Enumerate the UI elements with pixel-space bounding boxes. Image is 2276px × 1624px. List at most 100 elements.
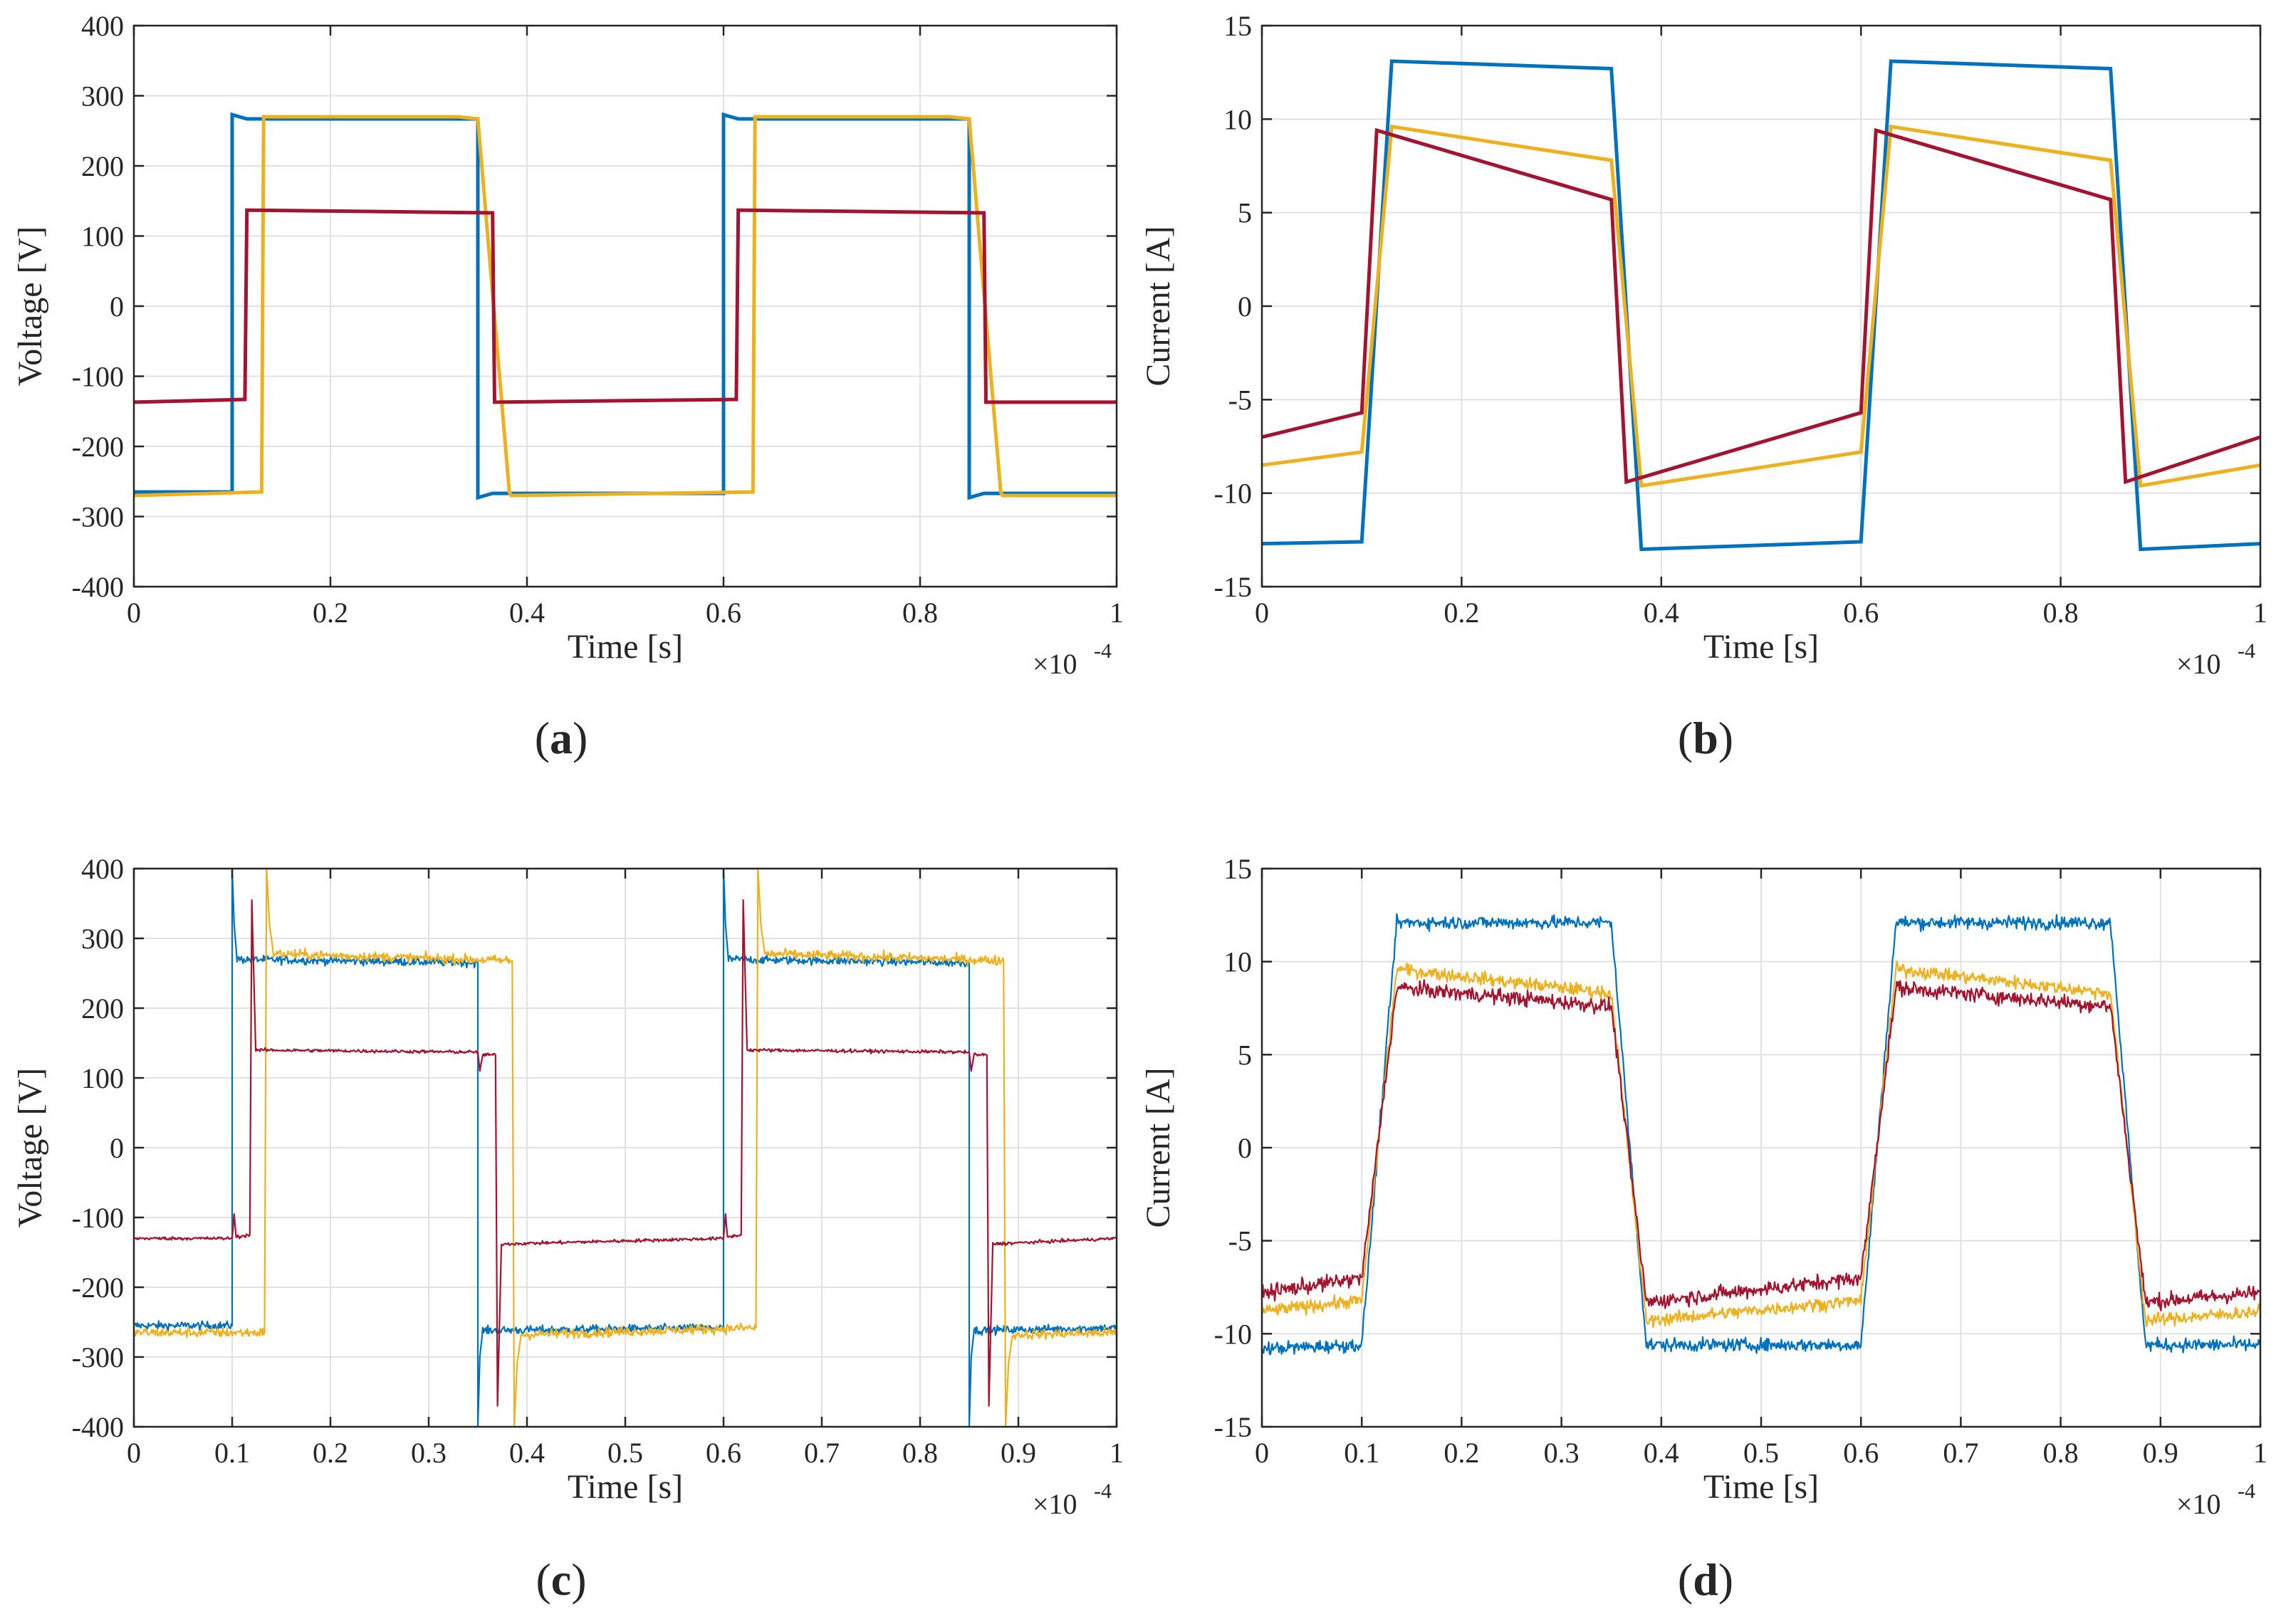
x-tick-label: 0.6	[706, 1437, 741, 1469]
y-tick-label: 5	[1238, 1039, 1252, 1071]
y-tick-label: -200	[72, 1272, 124, 1304]
series-red-line	[1262, 979, 2260, 1311]
x-axis-label: Time [s]	[1703, 628, 1819, 666]
x-exponent-power: -4	[2238, 639, 2255, 663]
x-exponent-power: -4	[1094, 1479, 1112, 1503]
y-tick-label: 5	[1238, 197, 1252, 229]
x-tick-label: 0.7	[804, 1437, 840, 1469]
caption-letter: a	[550, 713, 573, 763]
x-tick-label: 0.2	[313, 1437, 348, 1469]
y-tick-label: -400	[72, 571, 124, 603]
series-blue-line	[1262, 913, 2260, 1356]
y-tick-label: 15	[1223, 10, 1252, 42]
y-tick-label: -100	[72, 1202, 124, 1234]
y-axis-label: Voltage [V]	[11, 226, 49, 386]
series-blue-line	[1262, 59, 2260, 552]
x-axis-label: Time [s]	[568, 1468, 683, 1506]
subfigure-caption: (c)	[536, 1554, 586, 1605]
x-tick-label: 0.2	[1444, 1437, 1479, 1469]
y-tick-label: -10	[1214, 1318, 1252, 1350]
x-tick-label: 0.8	[902, 597, 938, 629]
x-axis-label: Time [s]	[568, 628, 683, 666]
y-tick-label: 0	[1238, 1132, 1252, 1164]
y-tick-label: 15	[1223, 853, 1252, 885]
y-tick-label: -400	[72, 1411, 124, 1443]
caption-letter: d	[1693, 1554, 1718, 1605]
x-tick-label: 0.1	[1344, 1437, 1379, 1469]
y-tick-label: 0	[1238, 290, 1252, 323]
x-tick-label: 0.3	[1544, 1437, 1580, 1469]
x-tick-label: 0	[1255, 1437, 1269, 1469]
x-tick-label: 0.4	[1644, 597, 1679, 629]
chart-c: 0 0.1 0.2 0.3 0.4 0.5 0.6 0.7 0.8 0.9 1 -400 -300 -20…	[11, 853, 1124, 1605]
series-blue-line	[134, 869, 1117, 1427]
x-exponent-label: ×10	[2176, 648, 2221, 680]
x-tick-label: 1	[2253, 1437, 2267, 1469]
x-exponent-power: -4	[2238, 1479, 2255, 1503]
x-axis-label: Time [s]	[1703, 1468, 1819, 1506]
x-tick-label: 1	[2253, 597, 2267, 629]
x-tick-label: 0.6	[1843, 1437, 1879, 1469]
series-red-line	[1262, 127, 2260, 485]
y-tick-label: -15	[1214, 1411, 1252, 1443]
x-tick-label: 0.8	[902, 1437, 938, 1469]
y-tick-label: -300	[72, 1341, 124, 1373]
chart-d: 0 0.1 0.2 0.3 0.4 0.5 0.6 0.7 0.8 0.9 1 -15 -10 -5 0 5 1…	[1139, 853, 2267, 1605]
y-tick-label: -15	[1214, 571, 1252, 603]
x-tick-label: 0.6	[706, 597, 741, 629]
y-tick-label: 200	[81, 150, 124, 182]
x-tick-label: 0.5	[1743, 1437, 1779, 1469]
y-tick-label: -300	[72, 501, 124, 533]
x-exponent-label: ×10	[1033, 648, 1077, 680]
x-tick-label: 0.2	[313, 597, 348, 629]
subfigure-caption: (a)	[535, 713, 588, 763]
y-tick-label: 100	[81, 1062, 124, 1094]
x-tick-label: 0	[1255, 597, 1269, 629]
series-yellow-line	[134, 115, 1117, 498]
x-tick-label: 0.8	[2043, 1437, 2079, 1469]
series-group	[1262, 59, 2260, 552]
y-tick-label: -5	[1228, 384, 1252, 416]
y-tick-label: 300	[81, 80, 124, 112]
subfigure-caption: (d)	[1678, 1554, 1733, 1605]
y-tick-label: 0	[110, 1132, 124, 1164]
x-tick-label: 0.8	[2043, 597, 2079, 629]
y-tick-label: 200	[81, 992, 124, 1025]
x-exponent-label: ×10	[1033, 1488, 1077, 1520]
series-yellow-line	[134, 869, 1117, 1427]
subfigure-caption: (b)	[1678, 713, 1733, 763]
x-tick-label: 1	[1110, 1437, 1124, 1469]
x-tick-label: 0.9	[1001, 1437, 1036, 1469]
y-tick-label: -10	[1214, 478, 1252, 510]
caption-letter: c	[551, 1554, 571, 1605]
y-tick-label: 400	[81, 10, 124, 42]
x-tick-label: 0.2	[1444, 597, 1479, 629]
series-yellow-line	[1262, 124, 2260, 488]
series-group	[1262, 913, 2260, 1356]
caption-letter: b	[1693, 713, 1718, 763]
series-yellow-line	[1262, 960, 2260, 1329]
y-tick-label: -200	[72, 431, 124, 463]
y-axis-label: Voltage [V]	[11, 1068, 49, 1227]
x-tick-label: 0	[127, 597, 141, 629]
x-exponent-label: ×10	[2176, 1488, 2221, 1520]
y-tick-label: 0	[110, 290, 124, 323]
x-tick-label: 0.3	[411, 1437, 447, 1469]
x-tick-label: 0.9	[2143, 1437, 2178, 1469]
chart-b: 0 0.2 0.4 0.6 0.8 1 -15 -10 -5 0 5 10 15 Time [s] Curr…	[1139, 10, 2267, 763]
y-tick-label: -100	[72, 361, 124, 393]
y-axis-label: Current [A]	[1139, 1067, 1177, 1227]
y-tick-label: 100	[81, 221, 124, 253]
y-tick-label: 400	[81, 853, 124, 885]
x-tick-label: 0.7	[1943, 1437, 1978, 1469]
series-red-line	[134, 899, 1117, 1407]
series-group	[134, 112, 1117, 501]
series-red-line	[134, 208, 1117, 404]
x-tick-label: 0.5	[607, 1437, 643, 1469]
y-tick-label: 10	[1223, 103, 1252, 135]
x-tick-label: 0.4	[509, 1437, 545, 1469]
x-tick-label: 0	[127, 1437, 141, 1469]
y-tick-label: -5	[1228, 1225, 1252, 1257]
chart-a: 0 0.2 0.4 0.6 0.8 1 -400 -300 -200 -100 0 100 200 300…	[11, 10, 1124, 763]
